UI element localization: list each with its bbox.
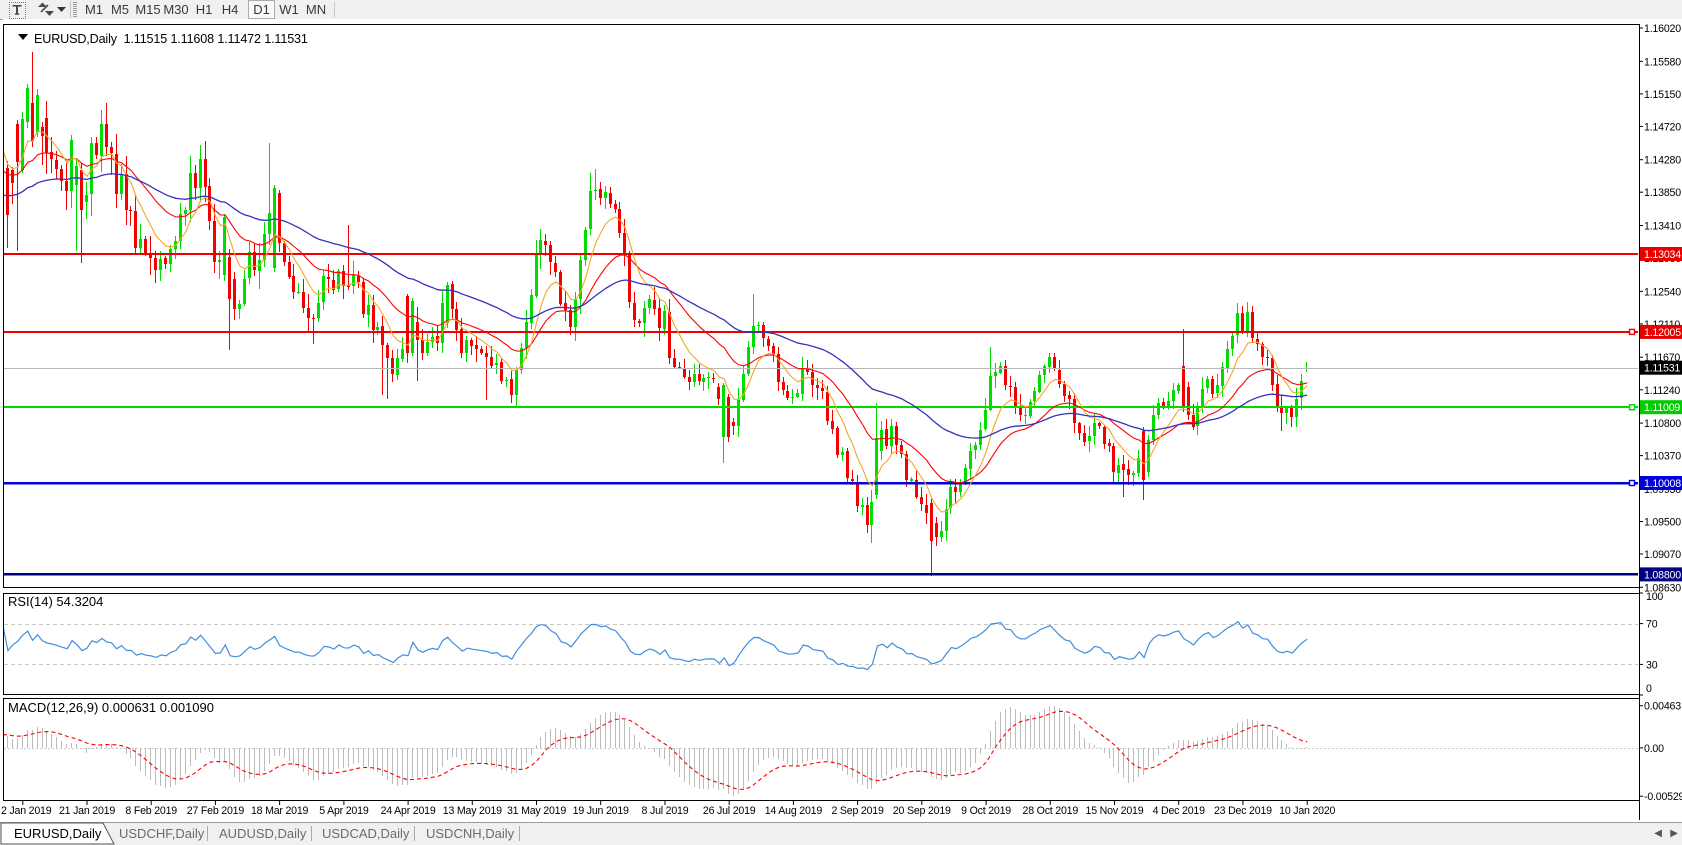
- svg-text:10 Jan 2020: 10 Jan 2020: [1279, 805, 1335, 817]
- svg-text:19 Jun 2019: 19 Jun 2019: [573, 805, 629, 817]
- svg-text:70: 70: [1646, 619, 1658, 631]
- svg-text:1.11009: 1.11009: [1644, 402, 1680, 414]
- svg-text:18 Mar 2019: 18 Mar 2019: [251, 805, 309, 817]
- svg-text:13 May 2019: 13 May 2019: [443, 805, 502, 817]
- svg-text:26 Jul 2019: 26 Jul 2019: [703, 805, 756, 817]
- svg-text:1.10370: 1.10370: [1644, 451, 1681, 463]
- svg-text:28 Oct 2019: 28 Oct 2019: [1023, 805, 1079, 817]
- svg-text:1.09070: 1.09070: [1644, 549, 1681, 561]
- svg-text:1.14280: 1.14280: [1644, 155, 1681, 167]
- svg-text:1.11531: 1.11531: [1644, 363, 1680, 375]
- svg-text:1.10800: 1.10800: [1644, 418, 1681, 430]
- svg-text:1.08630: 1.08630: [1644, 582, 1681, 594]
- svg-text:1.12540: 1.12540: [1644, 286, 1681, 298]
- svg-text:1.16020: 1.16020: [1644, 23, 1681, 35]
- svg-text:0: 0: [1646, 683, 1652, 695]
- svg-text:14 Aug 2019: 14 Aug 2019: [765, 805, 823, 817]
- svg-text:1.15580: 1.15580: [1644, 56, 1681, 68]
- svg-text:-0.005299: -0.005299: [1644, 791, 1682, 803]
- svg-text:5 Apr 2019: 5 Apr 2019: [319, 805, 369, 817]
- svg-text:100: 100: [1646, 591, 1663, 603]
- svg-text:30: 30: [1646, 659, 1658, 671]
- svg-text:RSI(14) 54.3204: RSI(14) 54.3204: [8, 594, 103, 609]
- svg-text:1.15150: 1.15150: [1644, 89, 1681, 101]
- svg-text:9 Oct 2019: 9 Oct 2019: [961, 805, 1011, 817]
- svg-text:31 May 2019: 31 May 2019: [507, 805, 566, 817]
- svg-text:8 Feb 2019: 8 Feb 2019: [125, 805, 177, 817]
- svg-text:1.11240: 1.11240: [1644, 385, 1680, 397]
- svg-text:1.13850: 1.13850: [1644, 187, 1681, 199]
- svg-text:2 Sep 2019: 2 Sep 2019: [831, 805, 884, 817]
- svg-text:20 Sep 2019: 20 Sep 2019: [893, 805, 951, 817]
- svg-text:1.12005: 1.12005: [1644, 327, 1681, 339]
- svg-text:1.08800: 1.08800: [1644, 569, 1681, 581]
- svg-text:23 Dec 2019: 23 Dec 2019: [1214, 805, 1272, 817]
- svg-text:MACD(12,26,9) 0.000631 0.00109: MACD(12,26,9) 0.000631 0.001090: [8, 700, 214, 715]
- svg-text:4 Dec 2019: 4 Dec 2019: [1153, 805, 1205, 817]
- svg-text:1.10008: 1.10008: [1644, 478, 1681, 490]
- svg-text:1.14720: 1.14720: [1644, 121, 1681, 133]
- svg-text:1.13034: 1.13034: [1644, 249, 1681, 261]
- svg-text:0.00463: 0.00463: [1644, 701, 1681, 713]
- svg-text:EURUSD,Daily 1.11515 1.11608: EURUSD,Daily 1.11515 1.11608 1.11472 1.1…: [34, 32, 308, 46]
- svg-text:27 Feb 2019: 27 Feb 2019: [187, 805, 245, 817]
- svg-text:21 Jan 2019: 21 Jan 2019: [59, 805, 115, 817]
- svg-text:1.13410: 1.13410: [1644, 221, 1681, 233]
- svg-text:1.09500: 1.09500: [1644, 517, 1681, 529]
- svg-text:0.00: 0.00: [1644, 743, 1664, 755]
- svg-text:8 Jul 2019: 8 Jul 2019: [642, 805, 689, 817]
- svg-text:15 Nov 2019: 15 Nov 2019: [1086, 805, 1144, 817]
- svg-text:2 Jan 2019: 2 Jan 2019: [1, 805, 52, 817]
- svg-text:24 Apr 2019: 24 Apr 2019: [381, 805, 436, 817]
